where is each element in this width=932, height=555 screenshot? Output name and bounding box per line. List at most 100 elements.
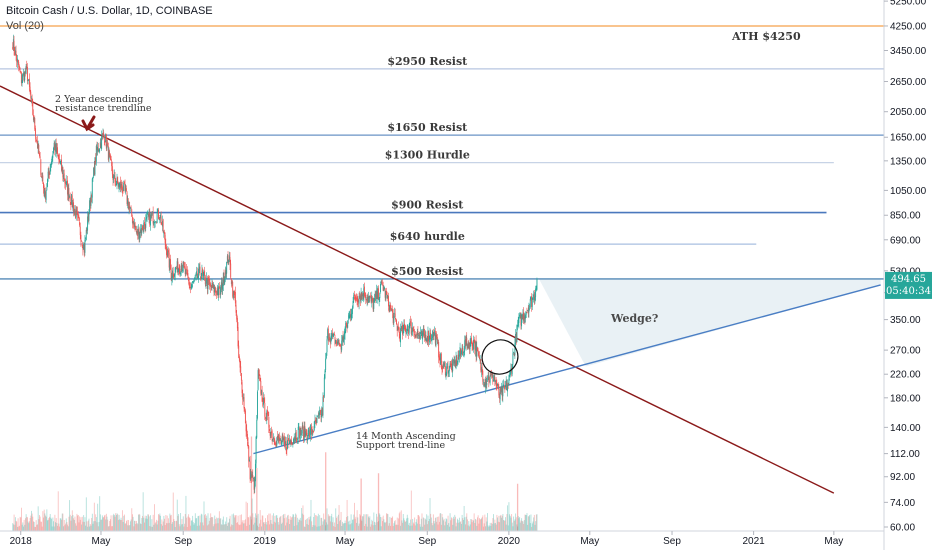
candle-body [503,386,505,387]
candle-body [242,393,244,400]
candle-body [419,335,421,339]
candle-body [334,337,336,345]
candle-body [425,334,427,343]
volume-bar [329,521,331,531]
volume-bar [116,513,118,531]
volume-bar [157,520,159,531]
volume-bar [460,523,462,531]
candle-body [492,372,494,382]
volume-bar [198,515,200,531]
candle-body [149,213,151,226]
volume-bar [253,517,255,531]
volume-bar [388,525,390,531]
volume-bar [331,513,333,531]
volume-bar [349,520,351,531]
volume-bar [65,523,67,531]
volume-bar [418,516,420,531]
candle-body [410,321,412,323]
candle-body [470,337,472,344]
candle-body [242,397,244,399]
volume-bar [225,524,227,531]
candle-body [197,276,199,280]
volume-bar [516,524,518,531]
candle-body [462,348,464,355]
volume-bar [65,518,67,531]
volume-bar [63,519,65,531]
volume-bar [392,516,394,531]
volume-bar [475,518,476,531]
volume-indicator-label[interactable]: Vol (20) [6,20,44,32]
candle-body [294,438,296,440]
volume-bar [356,510,358,531]
volume-bar [49,514,51,531]
volume-bar [161,519,163,531]
candle-body [398,327,400,334]
volume-bar [470,519,472,531]
volume-bar [293,525,295,531]
volume-bar [257,525,258,531]
candle-body [248,459,250,461]
volume-bar [317,516,319,531]
volume-bar [438,521,440,531]
candle-body [279,437,280,442]
candle-body [313,421,315,431]
volume-bar [536,514,538,531]
candle-body [16,58,18,63]
volume-bar [397,524,399,531]
volume-bar [406,518,408,531]
volume-bar [369,516,371,531]
x-tick-label: 2019 [254,536,277,547]
candle-body [349,314,351,318]
candle-body [427,330,429,342]
candle-body [65,181,66,185]
candle-body [147,214,149,217]
volume-bar [164,525,166,531]
volume-bar [152,526,153,531]
volume-bar [410,519,412,531]
volume-bar [479,518,480,531]
candle-body [256,420,258,438]
candle-body [524,316,526,319]
volume-bar [313,513,315,531]
volume-bar [172,492,174,531]
volume-bar [24,524,26,531]
volume-bar [120,517,122,531]
candle-body [363,288,365,301]
candle-body [273,437,275,442]
candle-body [468,342,470,350]
candle-body [508,378,510,386]
candle-body [299,428,301,439]
volume-bar [440,513,442,531]
candle-body [210,284,212,287]
volume-bar [401,520,403,531]
volume-bar [465,516,467,531]
candle-body [319,410,321,416]
volume-bar [460,521,462,531]
symbol-title[interactable]: Bitcoin Cash / U.S. Dollar, 1D, COINBASE [6,5,213,17]
volume-bar [101,519,103,531]
volume-bar [433,520,435,531]
volume-bar [421,513,423,531]
volume-bar [182,524,184,531]
volume-bar [221,524,223,531]
candle-body [196,273,198,279]
volume-bar [496,514,498,531]
volume-bar [393,523,395,531]
x-tick-label: Sep [663,536,681,547]
volume-bar [301,508,303,531]
candle-body [126,192,128,204]
y-tick-label: 690.00 [890,235,921,246]
candle-body [436,334,438,337]
candle-body [517,324,519,327]
candle-body [370,296,372,302]
candle-body [405,327,407,334]
volume-bar [81,524,83,531]
volume-bar [238,525,240,531]
volume-bar [518,518,520,531]
candle-body [293,438,295,441]
volume-bar [523,520,525,531]
volume-bar [206,525,208,531]
candle-body [222,272,224,286]
